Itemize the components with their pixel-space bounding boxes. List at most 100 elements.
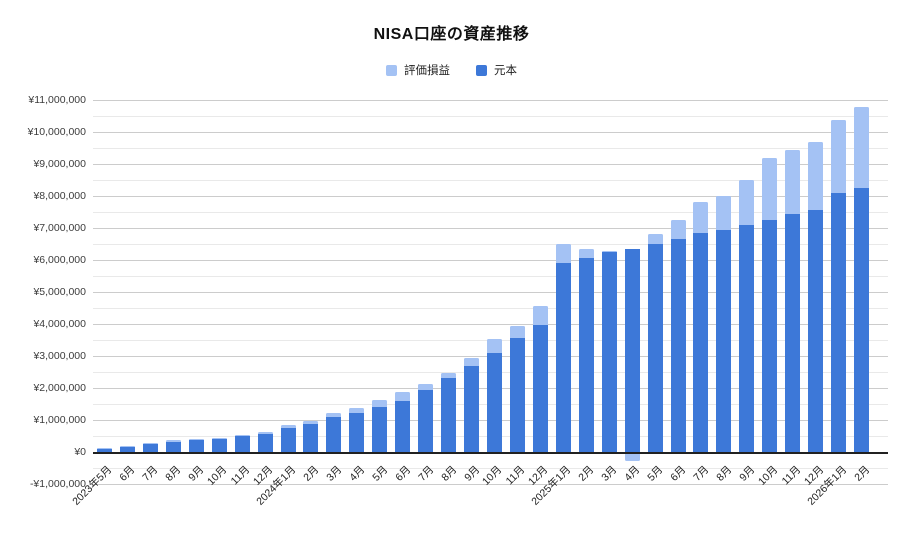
bar-segment-gain[interactable]	[532, 306, 548, 326]
bar-segment-principal[interactable]	[785, 214, 801, 452]
y-axis-tick-label: ¥4,000,000	[33, 318, 86, 330]
bar-segment-gain[interactable]	[670, 220, 686, 240]
bar-segment-principal[interactable]	[280, 428, 296, 452]
minor-gridline	[93, 212, 888, 213]
bar-segment-principal[interactable]	[372, 407, 388, 452]
bar-segment-principal[interactable]	[349, 413, 365, 452]
bar-segment-gain[interactable]	[808, 141, 824, 211]
bar-segment-gain[interactable]	[257, 432, 273, 434]
bar-segment-gain[interactable]	[555, 244, 571, 264]
bar-segment-principal[interactable]	[670, 239, 686, 452]
bar-segment-principal[interactable]	[509, 338, 525, 452]
bar-segment-principal[interactable]	[441, 378, 457, 452]
y-axis-tick-label: ¥3,000,000	[33, 350, 86, 362]
bar-segment-principal[interactable]	[854, 188, 870, 452]
bar-segment-gain[interactable]	[188, 438, 204, 441]
major-gridline	[93, 260, 888, 261]
bar-segment-gain[interactable]	[280, 425, 296, 428]
major-gridline	[93, 228, 888, 229]
bar-segment-principal[interactable]	[395, 400, 411, 452]
major-gridline	[93, 196, 888, 197]
bar-segment-gain[interactable]	[464, 357, 480, 366]
bar-segment-gain[interactable]	[211, 438, 227, 440]
bar-segment-gain[interactable]	[693, 202, 709, 233]
bar-segment-principal[interactable]	[188, 440, 204, 452]
bar-segment-gain[interactable]	[418, 384, 434, 390]
bar-segment-gain[interactable]	[165, 440, 181, 442]
bar-segment-gain[interactable]	[739, 180, 755, 225]
bar-segment-principal[interactable]	[739, 224, 755, 452]
bar-segment-gain[interactable]	[647, 234, 663, 244]
chart-legend: 評価損益 元本	[0, 62, 903, 78]
bar-segment-gain[interactable]	[509, 325, 525, 339]
y-axis-tick-label: ¥5,000,000	[33, 286, 86, 298]
bar-segment-gain[interactable]	[372, 399, 388, 408]
minor-gridline	[93, 148, 888, 149]
bar-segment-gain[interactable]	[486, 339, 502, 354]
legend-label-principal: 元本	[494, 65, 517, 77]
bar-segment-gain[interactable]	[234, 435, 250, 436]
bar-segment-gain[interactable]	[395, 391, 411, 401]
chart-title: NISA口座の資産推移	[373, 26, 530, 43]
bar-segment-principal[interactable]	[211, 439, 227, 452]
bar-segment-principal[interactable]	[303, 424, 319, 452]
major-gridline	[93, 132, 888, 133]
gain-swatch-icon	[386, 64, 397, 76]
legend-item-gain[interactable]: 評価損益	[386, 62, 450, 78]
bar-segment-principal[interactable]	[464, 365, 480, 452]
bar-segment-principal[interactable]	[555, 263, 571, 452]
y-axis-tick-label: ¥2,000,000	[33, 382, 86, 394]
bar-segment-principal[interactable]	[532, 325, 548, 452]
bar-segment-principal[interactable]	[486, 353, 502, 452]
legend-item-principal[interactable]: 元本	[476, 62, 517, 78]
bar-segment-principal[interactable]	[326, 417, 342, 452]
minor-gridline	[93, 180, 888, 181]
bar-segment-principal[interactable]	[831, 192, 847, 452]
bar-segment-principal[interactable]	[165, 441, 181, 452]
y-axis-tick-label: ¥9,000,000	[33, 158, 86, 170]
bar-segment-gain[interactable]	[119, 445, 135, 447]
bar-segment-gain[interactable]	[601, 250, 617, 252]
bar-segment-gain[interactable]	[303, 420, 319, 425]
legend-label-gain: 評価損益	[404, 65, 450, 77]
bar-segment-gain[interactable]	[349, 407, 365, 414]
bar-segment-principal[interactable]	[762, 220, 778, 452]
bar-segment-gain[interactable]	[716, 195, 732, 230]
major-gridline	[93, 292, 888, 293]
y-axis-tick-label: ¥6,000,000	[33, 254, 86, 266]
principal-swatch-icon	[476, 64, 487, 76]
bar-segment-principal[interactable]	[234, 436, 250, 452]
bar-segment-principal[interactable]	[257, 433, 273, 452]
bar-segment-gain[interactable]	[854, 106, 870, 188]
y-axis-tick-label: ¥11,000,000	[28, 94, 86, 106]
minor-gridline	[93, 116, 888, 117]
bar-segment-principal[interactable]	[624, 249, 640, 452]
bar-segment-gain[interactable]	[624, 454, 640, 462]
y-axis-tick-label: -¥1,000,000	[29, 478, 86, 490]
y-axis-tick-label: ¥10,000,000	[27, 126, 86, 138]
y-axis-tick-label: ¥0	[74, 446, 86, 458]
bar-segment-principal[interactable]	[601, 251, 617, 452]
bar-segment-gain[interactable]	[441, 373, 457, 379]
bar-segment-gain[interactable]	[578, 249, 594, 258]
bar-segment-principal[interactable]	[578, 257, 594, 452]
minor-gridline	[93, 244, 888, 245]
bar-segment-principal[interactable]	[142, 444, 158, 452]
bar-segment-gain[interactable]	[785, 149, 801, 215]
bar-segment-principal[interactable]	[647, 244, 663, 452]
bar-segment-principal[interactable]	[693, 232, 709, 452]
bar-segment-gain[interactable]	[326, 413, 342, 418]
bar-segment-principal[interactable]	[119, 446, 135, 452]
bar-segment-principal[interactable]	[808, 210, 824, 452]
y-axis-tick-label: ¥7,000,000	[33, 222, 86, 234]
bar-segment-principal[interactable]	[716, 229, 732, 452]
bar-segment-principal[interactable]	[96, 448, 112, 452]
bar-segment-gain[interactable]	[831, 119, 847, 193]
y-axis-tick-label: ¥8,000,000	[33, 190, 86, 202]
bar-segment-gain[interactable]	[142, 443, 158, 444]
minor-gridline	[93, 308, 888, 309]
bar-segment-principal[interactable]	[418, 389, 434, 452]
bar-segment-gain[interactable]	[762, 158, 778, 220]
x-axis-baseline	[93, 452, 888, 454]
